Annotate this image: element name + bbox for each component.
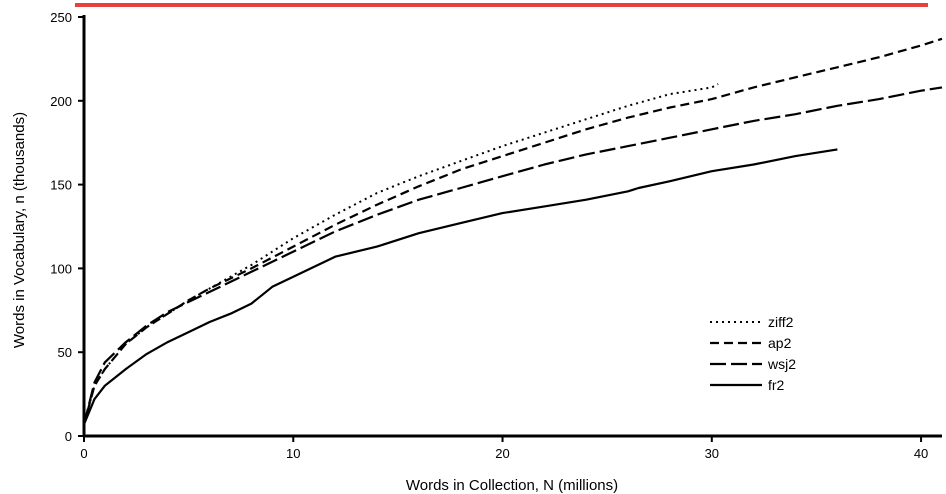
x-tick-label: 20 <box>495 446 509 461</box>
x-tick-label: 40 <box>914 446 928 461</box>
y-tick-label: 100 <box>50 261 72 276</box>
y-tick-label: 200 <box>50 94 72 109</box>
y-tick-label: 250 <box>50 10 72 25</box>
y-tick-label: 0 <box>65 429 72 444</box>
x-tick-label: 30 <box>705 446 719 461</box>
x-tick-label: 0 <box>80 446 87 461</box>
legend-label-ap2: ap2 <box>768 335 792 351</box>
series-line-ziff2 <box>83 83 719 425</box>
legend: ziff2 ap2 wsj2 fr2 <box>710 314 796 393</box>
x-axis-title: Words in Collection, N (millions) <box>406 477 618 494</box>
series-line-ap2 <box>82 37 943 425</box>
series-line-fr2 <box>82 148 838 425</box>
series-lines <box>82 37 943 425</box>
y-tick-label: 50 <box>58 345 72 360</box>
legend-label-ziff2: ziff2 <box>768 314 794 330</box>
y-tick-label: 150 <box>50 178 72 193</box>
axes <box>82 15 942 438</box>
legend-label-wsj2: wsj2 <box>767 356 796 372</box>
y-axis-title: Words in Vocabulary, n (thousands) <box>11 112 28 348</box>
legend-label-fr2: fr2 <box>768 377 785 393</box>
series-line-wsj2 <box>82 86 943 425</box>
x-tick-label: 10 <box>286 446 300 461</box>
tick-labels: 0 10 20 30 40 0 50 100 150 200 250 <box>50 10 928 461</box>
